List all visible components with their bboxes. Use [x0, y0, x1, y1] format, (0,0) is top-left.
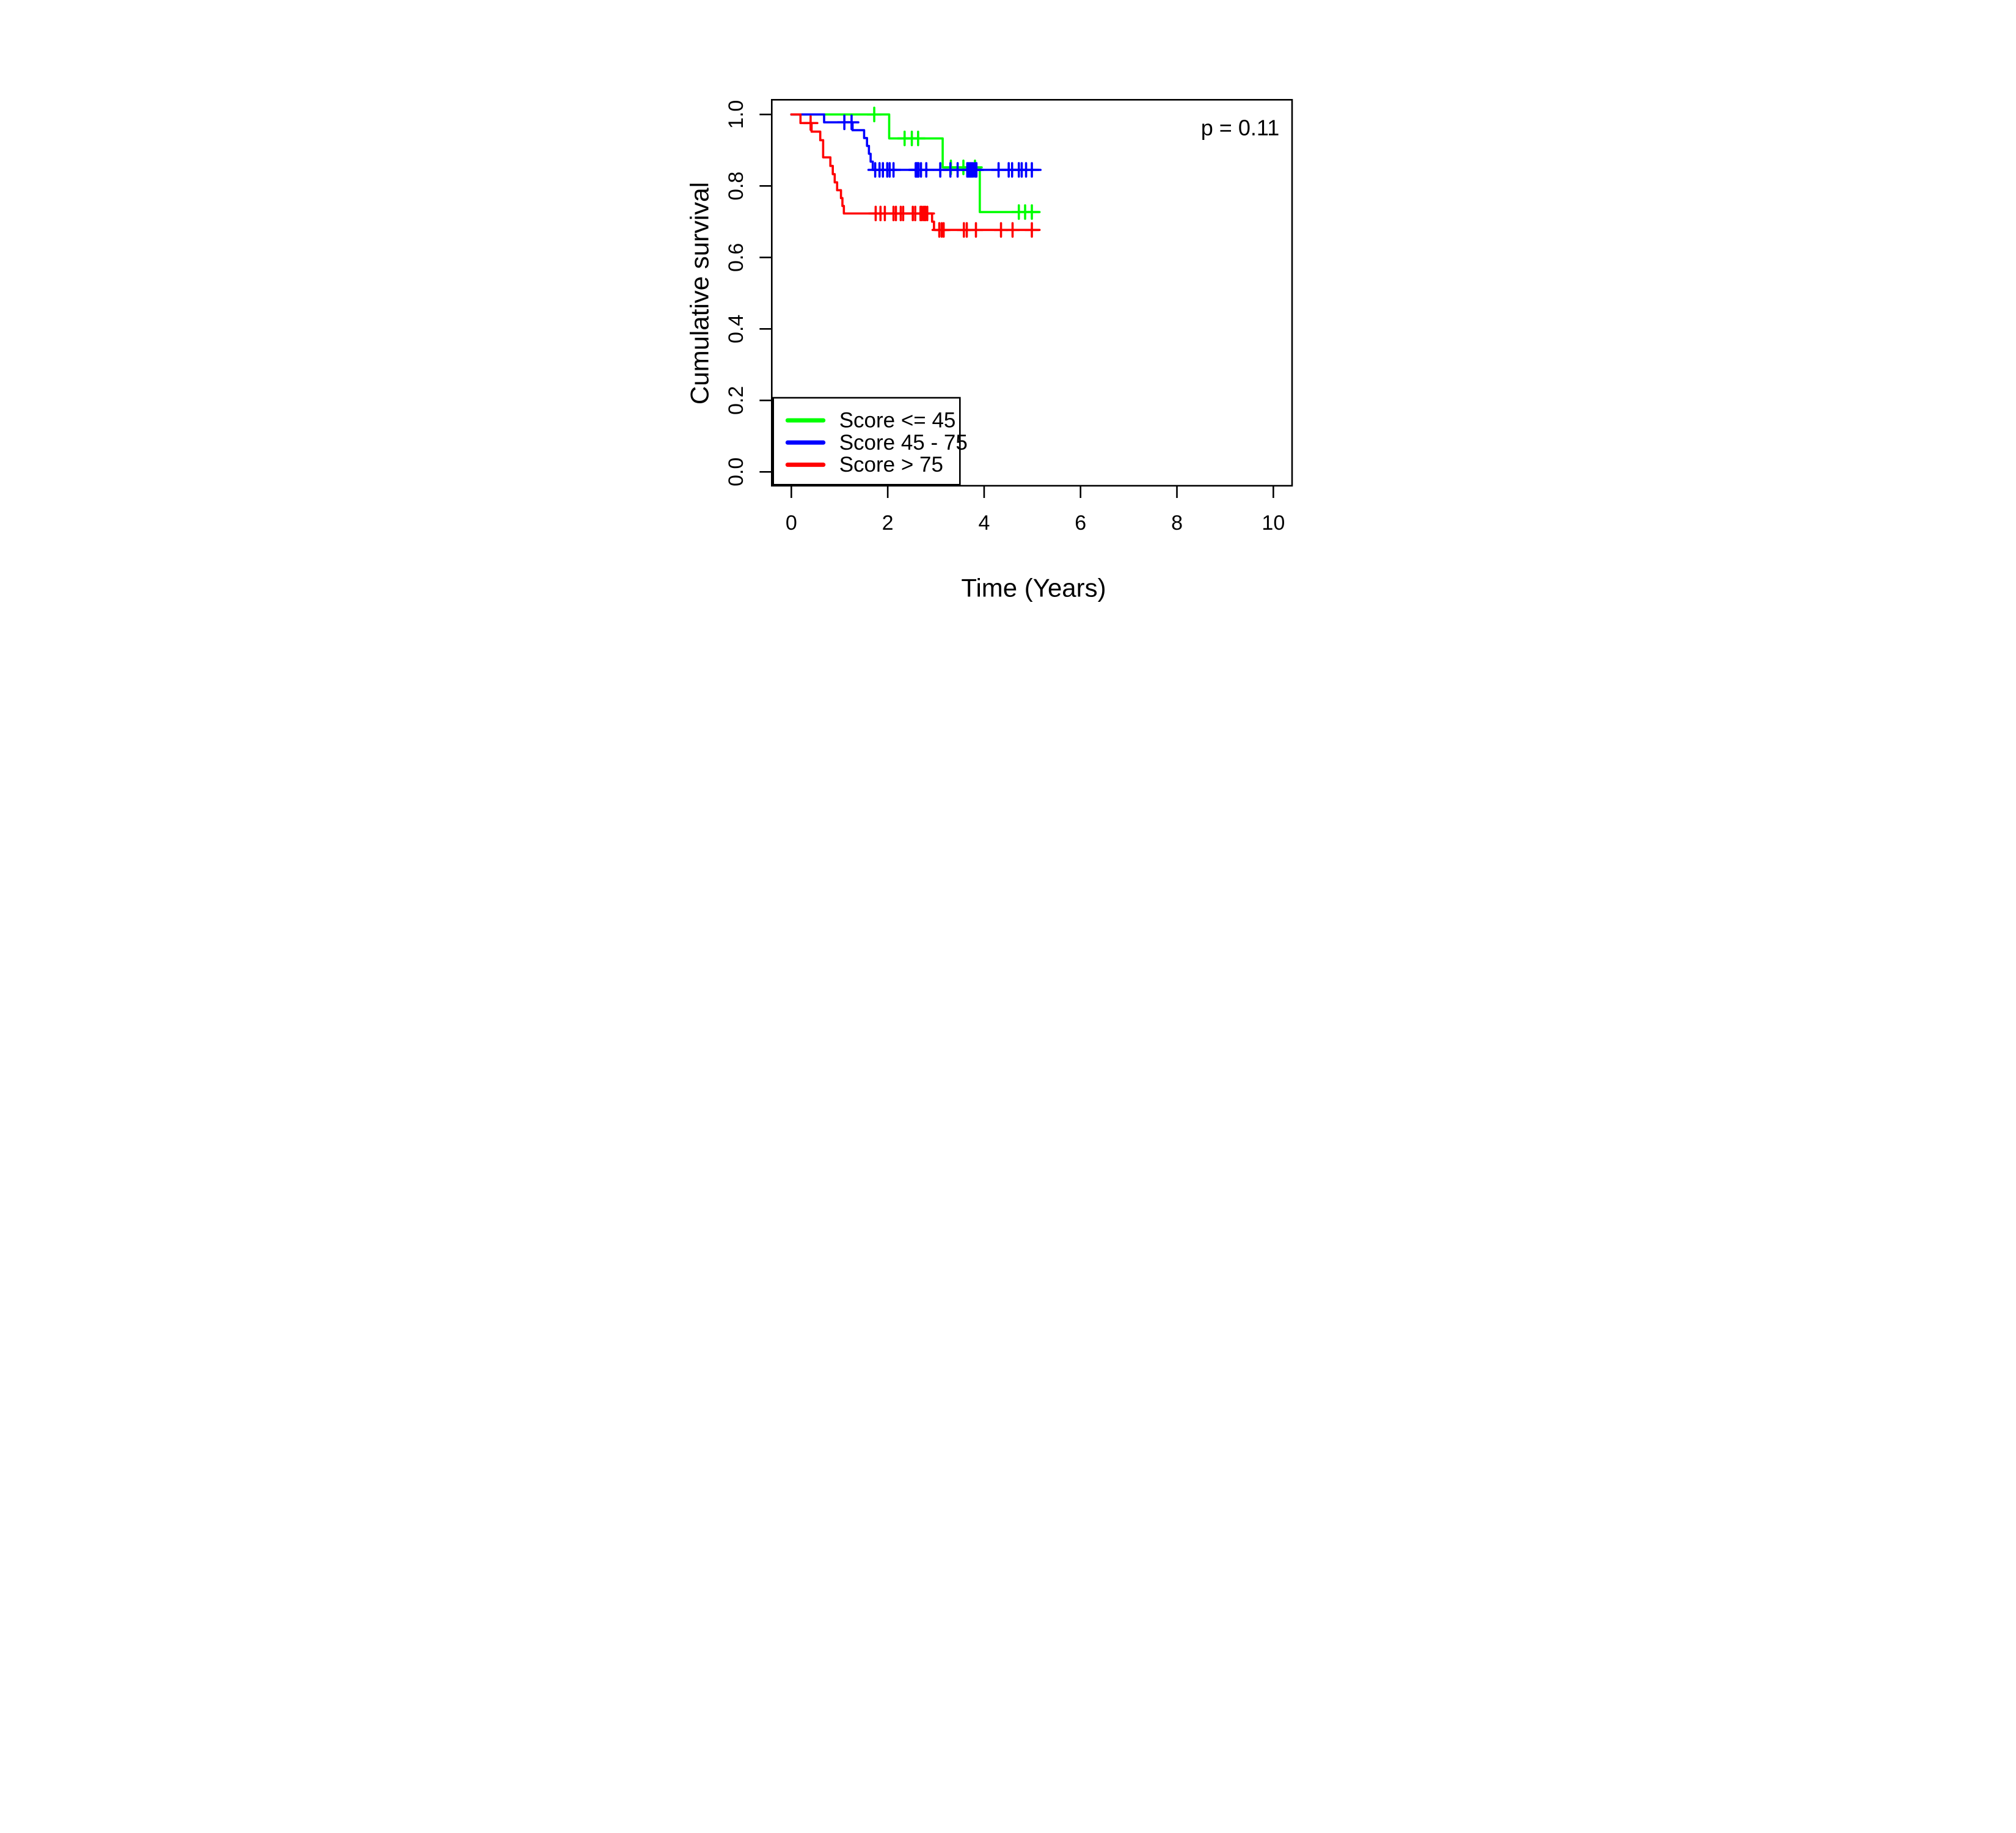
y-axis-label: Cumulative survival — [685, 182, 714, 404]
y-tick-label: 1.0 — [725, 100, 748, 129]
x-tick-label: 8 — [1171, 511, 1183, 535]
x-axis-label: Time (Years) — [961, 574, 1106, 602]
y-tick-label: 0.0 — [725, 458, 748, 486]
legend-item-0: Score <= 45 — [785, 409, 956, 433]
legend-item-label: Score <= 45 — [839, 409, 956, 433]
x-tick-label: 4 — [978, 511, 990, 535]
y-tick-label: 0.8 — [725, 172, 748, 200]
plot-background — [672, 0, 1344, 611]
legend-item-label: Score 45 - 75 — [839, 431, 968, 455]
p-value-annotation: p = 0.11 — [1201, 115, 1279, 141]
x-tick-label: 10 — [1262, 511, 1285, 535]
y-axis-ticks: 0.0 0.2 0.4 0.6 0.8 1.0 — [725, 100, 772, 486]
y-tick-label: 0.6 — [725, 243, 748, 272]
x-axis-ticks: 0 2 4 6 8 10 — [786, 486, 1285, 535]
censor-marks-series-1 — [836, 114, 1040, 178]
x-tick-label: 0 — [786, 511, 797, 535]
x-tick-label: 2 — [882, 511, 894, 535]
legend-item-2: Score > 75 — [785, 453, 943, 477]
km-survival-plot: 0 2 4 6 8 10 0.00.20.40.60.81.0 Score <= 45Sc… — [672, 0, 1344, 611]
survival-curve-series-2 — [790, 113, 1041, 238]
survival-curves — [790, 106, 1042, 238]
km-survival-figure: 0 2 4 6 8 10 0.0 0.2 0.4 0.6 0.8 1.0 Score <= 45 Sc… — [672, 0, 1344, 611]
x-tick-label: 6 — [1075, 511, 1086, 535]
y-tick-label: 0.2 — [725, 386, 748, 415]
censor-marks-series-2 — [803, 115, 1040, 238]
survival-curve-series-1 — [790, 113, 1042, 178]
legend-item-label: Score > 75 — [839, 453, 943, 477]
plot-box — [771, 99, 1293, 487]
legend-item-1: Score 45 - 75 — [785, 431, 968, 455]
y-tick-label: 0.4 — [725, 315, 748, 343]
survival-step-curve — [790, 113, 1041, 213]
